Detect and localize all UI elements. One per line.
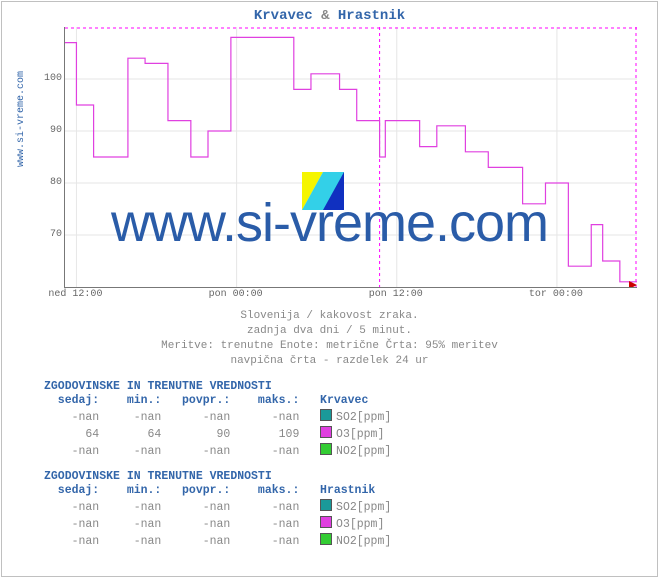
table-row: -nan -nan -nan -nan NO2[ppm] bbox=[44, 533, 391, 550]
y-tick-label: 70 bbox=[50, 229, 62, 240]
x-tick-label: pon 12:00 bbox=[369, 289, 423, 300]
plot-area bbox=[64, 27, 637, 288]
title-a: Krvavec bbox=[254, 8, 313, 24]
table-row: -nan -nan -nan -nan SO2[ppm] bbox=[44, 409, 391, 426]
y-tick-label: 100 bbox=[44, 73, 62, 84]
chart-area: www.si-vreme.com 708090100 ned 12:00pon … bbox=[24, 27, 640, 312]
color-swatch-icon bbox=[320, 426, 332, 438]
color-swatch-icon bbox=[320, 499, 332, 511]
x-tick-label: ned 12:00 bbox=[48, 289, 102, 300]
table-row: 64 64 90 109 O3[ppm] bbox=[44, 426, 391, 443]
subtitle-line: navpična črta - razdelek 24 ur bbox=[2, 354, 657, 369]
row-label: O3[ppm] bbox=[336, 518, 384, 531]
color-swatch-icon bbox=[320, 443, 332, 455]
table-title: ZGODOVINSKE IN TRENUTNE VREDNOSTI bbox=[44, 470, 391, 483]
table-header: sedaj: min.: povpr.: maks.: Krvavec bbox=[44, 394, 391, 409]
color-swatch-icon bbox=[320, 533, 332, 545]
chart-container: Krvavec & Hrastnik www.si-vreme.com 70 80… bbox=[1, 1, 658, 577]
row-label: SO2[ppm] bbox=[336, 501, 391, 514]
x-tick-label: pon 00:00 bbox=[209, 289, 263, 300]
table-row: -nan -nan -nan -nan SO2[ppm] bbox=[44, 499, 391, 516]
color-swatch-icon bbox=[320, 516, 332, 528]
table-row: -nan -nan -nan -nan O3[ppm] bbox=[44, 516, 391, 533]
title-amp: & bbox=[321, 8, 329, 24]
y-tick-label: 80 bbox=[50, 177, 62, 188]
title-b: Hrastnik bbox=[338, 8, 405, 24]
subtitle-line: Slovenija / kakovost zraka. bbox=[2, 309, 657, 324]
row-label: NO2[ppm] bbox=[336, 535, 391, 548]
subtitle-line: zadnja dva dni / 5 minut. bbox=[2, 324, 657, 339]
row-label: SO2[ppm] bbox=[336, 411, 391, 424]
row-label: NO2[ppm] bbox=[336, 445, 391, 458]
chart-title: Krvavec & Hrastnik bbox=[2, 2, 657, 24]
table-row: -nan -nan -nan -nan NO2[ppm] bbox=[44, 443, 391, 460]
chart-subtitle: Slovenija / kakovost zraka.zadnja dva dn… bbox=[2, 309, 657, 368]
data-tables: ZGODOVINSKE IN TRENUTNE VREDNOSTI sedaj:… bbox=[44, 380, 391, 560]
color-swatch-icon bbox=[320, 409, 332, 421]
x-tick-label: tor 00:00 bbox=[529, 289, 583, 300]
subtitle-line: Meritve: trenutne Enote: metrične Črta: … bbox=[2, 339, 657, 354]
row-label: O3[ppm] bbox=[336, 428, 384, 441]
y-axis-label: www.si-vreme.com bbox=[16, 71, 27, 167]
table-title: ZGODOVINSKE IN TRENUTNE VREDNOSTI bbox=[44, 380, 391, 393]
y-tick-label: 90 bbox=[50, 125, 62, 136]
plot-svg bbox=[65, 27, 637, 287]
table-header: sedaj: min.: povpr.: maks.: Hrastnik bbox=[44, 484, 391, 499]
